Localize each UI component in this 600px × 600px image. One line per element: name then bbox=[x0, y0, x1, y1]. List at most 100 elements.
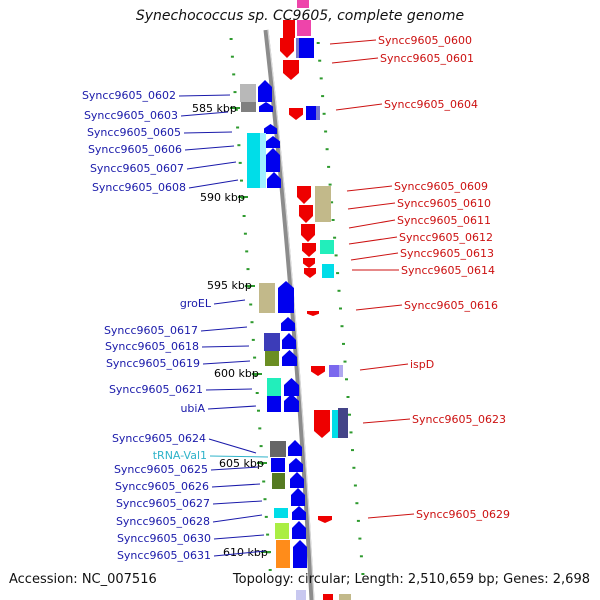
gene-arrow-forward[interactable] bbox=[266, 136, 280, 148]
gene-arrow-forward[interactable] bbox=[266, 148, 280, 172]
gene-block[interactable] bbox=[315, 186, 331, 222]
gene-block[interactable] bbox=[339, 594, 351, 600]
gene-label[interactable]: groEL bbox=[180, 297, 212, 310]
gene-block[interactable] bbox=[272, 473, 285, 489]
gene-label[interactable]: Syncc9605_0612 bbox=[399, 231, 493, 244]
gene-block[interactable] bbox=[259, 283, 275, 313]
gene-arrow-reverse[interactable] bbox=[303, 258, 315, 268]
gene-block[interactable] bbox=[264, 333, 280, 351]
gene-arrow-reverse[interactable] bbox=[307, 311, 319, 316]
gene-label[interactable]: Syncc9605_0626 bbox=[115, 480, 209, 493]
gene-arrow-forward[interactable] bbox=[281, 317, 295, 331]
gene-label[interactable]: Syncc9605_0624 bbox=[112, 432, 206, 445]
gene-label[interactable]: Syncc9605_0625 bbox=[114, 463, 208, 476]
gene-arrow-reverse[interactable] bbox=[299, 205, 313, 223]
gene-label[interactable]: Syncc9605_0608 bbox=[92, 181, 186, 194]
label-connector bbox=[178, 94, 231, 97]
gene-block[interactable] bbox=[296, 38, 299, 58]
gene-arrow-forward[interactable] bbox=[282, 350, 297, 366]
gene-arrow-forward[interactable] bbox=[267, 172, 281, 188]
gene-arrow-forward[interactable] bbox=[284, 378, 299, 396]
gene-block[interactable] bbox=[247, 133, 263, 188]
gene-label[interactable]: Syncc9605_0616 bbox=[404, 299, 498, 312]
gene-block[interactable] bbox=[241, 102, 256, 112]
gene-block[interactable] bbox=[323, 594, 333, 600]
gene-label[interactable]: Syncc9605_0602 bbox=[82, 89, 176, 102]
gene-block[interactable] bbox=[260, 133, 266, 188]
gene-label[interactable]: Syncc9605_0609 bbox=[394, 180, 488, 193]
gene-arrow-reverse[interactable] bbox=[311, 366, 325, 376]
gene-block[interactable] bbox=[320, 240, 334, 254]
gene-arrow-forward[interactable] bbox=[284, 394, 299, 412]
gene-block[interactable] bbox=[276, 540, 290, 568]
gene-label[interactable]: Syncc9605_0610 bbox=[397, 197, 491, 210]
gene-arrow-reverse[interactable] bbox=[302, 243, 316, 257]
gene-label[interactable]: Syncc9605_0631 bbox=[117, 549, 211, 562]
gene-arrow-forward[interactable] bbox=[292, 521, 306, 539]
gene-label[interactable]: ispD bbox=[410, 358, 434, 371]
gene-block[interactable] bbox=[274, 508, 288, 518]
gene-label[interactable]: Syncc9605_0630 bbox=[117, 532, 211, 545]
gene-arrow-forward[interactable] bbox=[259, 102, 273, 112]
gene-label[interactable]: Syncc9605_0606 bbox=[88, 143, 182, 156]
gene-arrow-forward[interactable] bbox=[289, 458, 303, 472]
gene-block[interactable] bbox=[270, 441, 286, 457]
gene-arrow-reverse[interactable] bbox=[304, 268, 316, 278]
tick-mark bbox=[334, 254, 338, 257]
gene-arrow-forward[interactable] bbox=[258, 80, 272, 102]
gene-arrow-reverse[interactable] bbox=[280, 38, 294, 58]
gene-label[interactable]: Syncc9605_0623 bbox=[412, 413, 506, 426]
gene-block[interactable] bbox=[298, 38, 314, 58]
gene-label[interactable]: Syncc9605_0617 bbox=[104, 324, 198, 337]
gene-block[interactable] bbox=[339, 365, 343, 377]
gene-label[interactable]: tRNA-Val1 bbox=[153, 449, 207, 462]
gene-label[interactable]: Syncc9605_0614 bbox=[401, 264, 495, 277]
gene-label[interactable]: Syncc9605_0611 bbox=[397, 214, 491, 227]
gene-label[interactable]: Syncc9605_0601 bbox=[380, 52, 474, 65]
gene-arrow-forward[interactable] bbox=[288, 440, 302, 456]
gene-label[interactable]: Syncc9605_0605 bbox=[87, 126, 181, 139]
gene-arrow-reverse[interactable] bbox=[289, 108, 303, 120]
gene-arrow-reverse[interactable] bbox=[318, 516, 332, 523]
gene-arrow-forward[interactable] bbox=[291, 488, 305, 506]
gene-label[interactable]: Syncc9605_0600 bbox=[378, 34, 472, 47]
gene-label[interactable]: Syncc9605_0613 bbox=[400, 247, 494, 260]
gene-block[interactable] bbox=[316, 106, 320, 120]
gene-block[interactable] bbox=[265, 351, 279, 366]
gene-label[interactable]: ubiA bbox=[180, 402, 205, 415]
gene-arrow-reverse[interactable] bbox=[314, 410, 330, 438]
gene-block[interactable] bbox=[271, 458, 285, 472]
gene-labels: Syncc9605_0602 Syncc9605_0603 Syncc9605_06… bbox=[82, 34, 510, 562]
gene-arrow-forward[interactable] bbox=[282, 333, 296, 349]
gene-arrow-reverse[interactable] bbox=[283, 60, 299, 80]
gene-block[interactable] bbox=[267, 378, 281, 396]
gene-block[interactable] bbox=[332, 410, 340, 438]
gene-block[interactable] bbox=[283, 20, 295, 38]
gene-label[interactable]: Syncc9605_0618 bbox=[105, 340, 199, 353]
gene-arrow-forward[interactable] bbox=[292, 506, 306, 520]
gene-label[interactable]: Syncc9605_0628 bbox=[116, 515, 210, 528]
gene-block[interactable] bbox=[338, 408, 348, 438]
gene-label[interactable]: Syncc9605_0603 bbox=[84, 109, 178, 122]
gene-block[interactable] bbox=[296, 590, 306, 600]
gene-label[interactable]: Syncc9605_0604 bbox=[384, 98, 478, 111]
gene-label[interactable]: Syncc9605_0621 bbox=[109, 383, 203, 396]
gene-arrow-forward[interactable] bbox=[264, 124, 277, 134]
gene-block[interactable] bbox=[297, 0, 309, 8]
gene-label[interactable]: Syncc9605_0619 bbox=[106, 357, 200, 370]
tick-mark bbox=[268, 569, 272, 571]
gene-arrow-forward[interactable] bbox=[278, 281, 294, 313]
gene-arrow-reverse[interactable] bbox=[301, 224, 315, 242]
gene-label[interactable]: Syncc9605_0607 bbox=[90, 162, 184, 175]
gene-arrow-forward[interactable] bbox=[290, 472, 304, 488]
gene-block[interactable] bbox=[267, 396, 281, 412]
tick-mark bbox=[251, 338, 255, 341]
gene-block[interactable] bbox=[240, 84, 256, 102]
gene-arrow-forward[interactable] bbox=[293, 540, 307, 568]
gene-block[interactable] bbox=[275, 523, 289, 539]
gene-label[interactable]: Syncc9605_0629 bbox=[416, 508, 510, 521]
gene-block[interactable] bbox=[322, 264, 334, 278]
gene-block[interactable] bbox=[297, 20, 311, 36]
gene-label[interactable]: Syncc9605_0627 bbox=[116, 497, 210, 510]
gene-arrow-reverse[interactable] bbox=[297, 186, 311, 204]
